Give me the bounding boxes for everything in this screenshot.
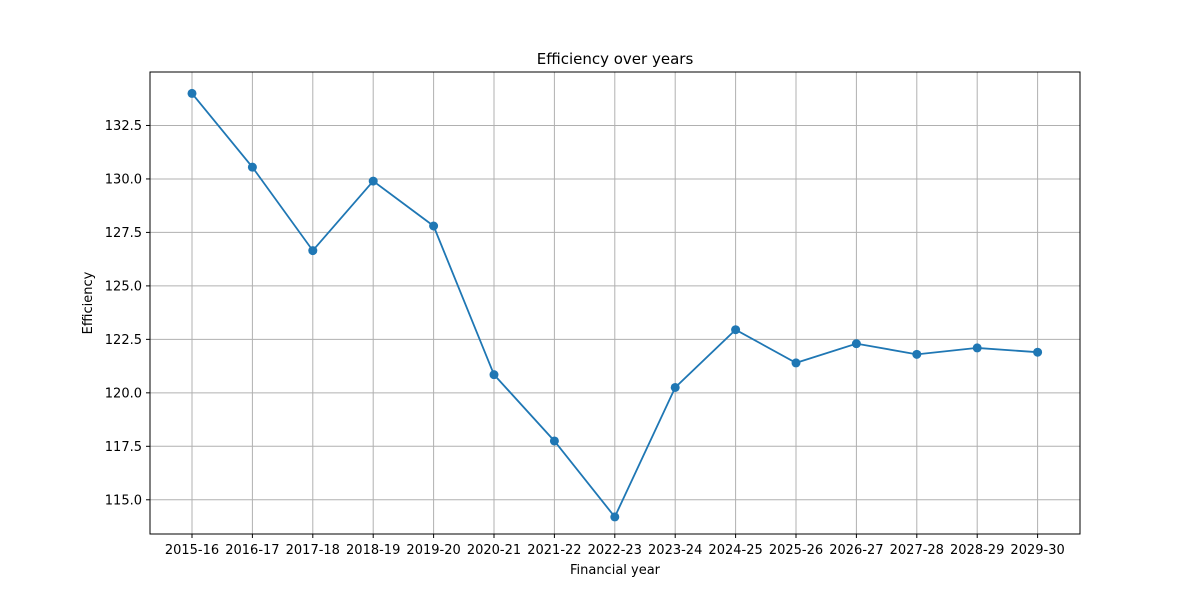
x-tick-label: 2018-19 [346, 543, 400, 558]
data-point [610, 512, 620, 522]
data-point [368, 176, 378, 186]
data-point [489, 370, 499, 380]
y-tick-label: 130.0 [105, 172, 142, 187]
data-point [851, 339, 861, 349]
x-tick-label: 2015-16 [165, 543, 219, 558]
x-tick-label: 2025-26 [769, 543, 823, 558]
x-tick-label: 2022-23 [588, 543, 642, 558]
x-tick-label: 2024-25 [708, 543, 762, 558]
x-axis: 2015-16 2016-17 2017-18 2018-19 2019-20 2020-… [165, 534, 1065, 558]
y-tick-label: 115.0 [105, 493, 142, 508]
x-tick-label: 2029-30 [1010, 543, 1064, 558]
data-point [308, 246, 318, 256]
data-point [791, 358, 801, 368]
x-tick-label: 2020-21 [467, 543, 521, 558]
data-point [670, 382, 680, 392]
x-axis-title: Financial year [570, 563, 661, 578]
data-point [972, 343, 982, 353]
grid [150, 72, 1080, 534]
y-tick-label: 132.5 [105, 119, 142, 134]
x-tick-label: 2027-28 [890, 543, 944, 558]
x-tick-label: 2016-17 [225, 543, 279, 558]
y-tick-label: 120.0 [105, 386, 142, 401]
data-point [1033, 347, 1043, 357]
data-point [247, 162, 257, 172]
y-axis: 115.0 117.5 120.0 122.5 125.0 127.5 130.0 132.5 [105, 119, 150, 508]
chart-title: Efficiency over years [537, 50, 694, 68]
data-point [429, 221, 439, 231]
x-tick-label: 2021-22 [527, 543, 581, 558]
x-tick-label: 2028-29 [950, 543, 1004, 558]
x-tick-label: 2017-18 [286, 543, 340, 558]
data-point [549, 436, 559, 446]
data-point [187, 88, 197, 98]
y-tick-label: 117.5 [105, 440, 142, 455]
x-tick-label: 2019-20 [406, 543, 460, 558]
data-point [731, 325, 741, 335]
y-axis-title: Efficiency [81, 271, 96, 334]
x-tick-label: 2023-24 [648, 543, 702, 558]
y-tick-label: 125.0 [105, 279, 142, 294]
x-tick-label: 2026-27 [829, 543, 883, 558]
y-tick-label: 122.5 [105, 333, 142, 348]
series-layer [187, 88, 1043, 522]
y-tick-label: 127.5 [105, 226, 142, 241]
data-point [912, 349, 922, 359]
